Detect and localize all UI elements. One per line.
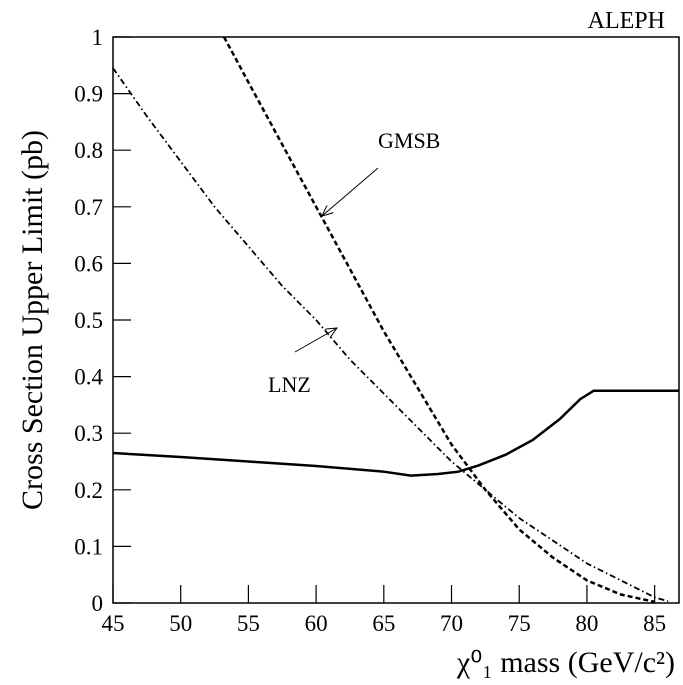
plot-frame [112,36,680,604]
x-tick-label: 80 [575,611,598,636]
y-axis-label: Cross Section Upper Limit (pb) [16,130,49,510]
x-tick-label: 85 [643,611,666,636]
lnz-annotation: LNZ [268,372,311,397]
corner-label: ALEPH [588,8,665,34]
y-tick-label: 0.7 [74,195,103,220]
y-tick-label: 0.1 [74,534,103,559]
y-tick-label: 0.6 [74,251,103,276]
y-tick-label: 0.8 [74,138,103,163]
gmsb-annotation: GMSB [378,128,440,153]
y-tick-label: 0.9 [74,82,103,107]
y-tick-label: 1 [92,25,104,50]
series-line [222,36,655,604]
y-tick-label: 0 [92,591,104,616]
series-line [112,67,669,603]
x-tick-label: 55 [237,611,260,636]
annotation-arrow [294,328,337,353]
y-tick-label: 0.4 [74,365,103,390]
x-tick-label: 50 [169,611,192,636]
y-tick-label: 0.5 [74,308,103,333]
x-tick-label: 65 [372,611,395,636]
y-tick-label: 0.3 [74,421,103,446]
x-tick-label: 75 [508,611,531,636]
x-tick-label: 70 [440,611,463,636]
series-line [112,389,679,477]
y-tick-label: 0.2 [74,478,103,503]
x-tick-label: 60 [305,611,328,636]
x-axis-label: χ⁰₁ mass (GeV/c²) [456,646,675,679]
annotation-arrow [322,167,379,216]
x-tick-label: 45 [102,611,125,636]
